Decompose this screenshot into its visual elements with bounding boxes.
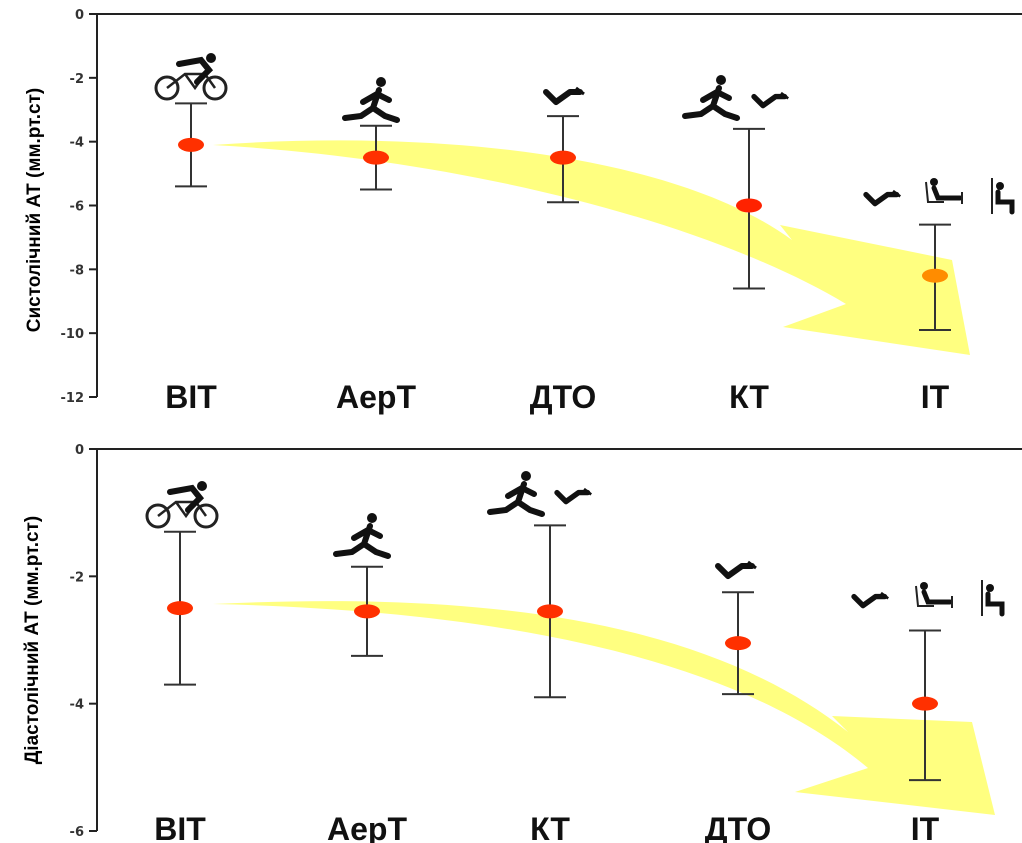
diastolic-category-label: ВІТ bbox=[154, 811, 206, 843]
diastolic-category-label: ІТ bbox=[911, 811, 940, 843]
systolic-category-label: АерТ bbox=[336, 379, 416, 415]
diastolic-category-label: ДТО bbox=[705, 811, 771, 843]
systolic-y-axis-label: Систолічний АТ (мм.рт.ст) bbox=[24, 88, 45, 333]
diastolic-mean-point bbox=[537, 604, 563, 619]
systolic-mean-point bbox=[550, 150, 576, 165]
systolic-icon-grip-legpress-wallsit bbox=[866, 178, 1012, 214]
diastolic-mean-point bbox=[354, 604, 380, 619]
systolic-icon-running-grip bbox=[685, 75, 788, 118]
diastolic-category-label: КТ bbox=[530, 811, 570, 843]
systolic-category-label: ВІТ bbox=[165, 379, 217, 415]
systolic-category-label: ДТО bbox=[530, 379, 596, 415]
diastolic-icon-grip-legpress-wallsit bbox=[854, 580, 1002, 616]
systolic-mean-point bbox=[178, 137, 204, 152]
diastolic-y-tick-label: 0 bbox=[75, 443, 84, 458]
systolic-y-tick-label: -6 bbox=[70, 200, 84, 215]
systolic-mean-point bbox=[922, 268, 948, 283]
diastolic-panel: Діастолічний АТ (мм.рт.ст) 0 -2 -4 -6 ВІТ Ае… bbox=[22, 443, 1022, 843]
systolic-y-tick-label: -10 bbox=[61, 327, 85, 342]
systolic-y-tick-label: 0 bbox=[75, 8, 84, 23]
diastolic-y-tick-label: -6 bbox=[70, 825, 84, 840]
systolic-y-tick-label: -12 bbox=[61, 391, 85, 406]
systolic-y-tick-label: -8 bbox=[70, 263, 84, 278]
diastolic-icon-running bbox=[336, 513, 388, 556]
systolic-mean-point bbox=[736, 198, 762, 213]
diastolic-y-tick-label: -2 bbox=[70, 570, 84, 585]
diastolic-icon-running-grip bbox=[490, 471, 591, 514]
diastolic-category-label: АерТ bbox=[327, 811, 407, 843]
systolic-category-label: КТ bbox=[729, 379, 769, 415]
systolic-icon-grip bbox=[546, 88, 584, 102]
systolic-trend-arrow bbox=[213, 140, 970, 355]
diastolic-mean-point bbox=[912, 696, 938, 711]
diastolic-mean-point bbox=[167, 601, 193, 616]
diastolic-y-tick-label: -4 bbox=[70, 698, 84, 713]
systolic-y-tick-label: -2 bbox=[70, 72, 84, 87]
diastolic-icon-grip bbox=[718, 562, 756, 576]
diastolic-trend-arrow bbox=[213, 601, 995, 815]
systolic-mean-point bbox=[363, 150, 389, 165]
systolic-icon-running bbox=[345, 77, 397, 120]
systolic-category-label: ІТ bbox=[921, 379, 950, 415]
diastolic-icon-cycling bbox=[147, 481, 217, 527]
diastolic-mean-point bbox=[725, 636, 751, 651]
systolic-icon-cycling bbox=[156, 53, 226, 99]
systolic-y-tick-label: -4 bbox=[70, 136, 84, 151]
diastolic-y-axis-label: Діастолічний АТ (мм.рт.ст) bbox=[22, 516, 43, 764]
systolic-panel: Систолічний АТ (мм.рт.ст) 0 -2 -4 -6 -8 -10 -1… bbox=[24, 8, 1022, 415]
